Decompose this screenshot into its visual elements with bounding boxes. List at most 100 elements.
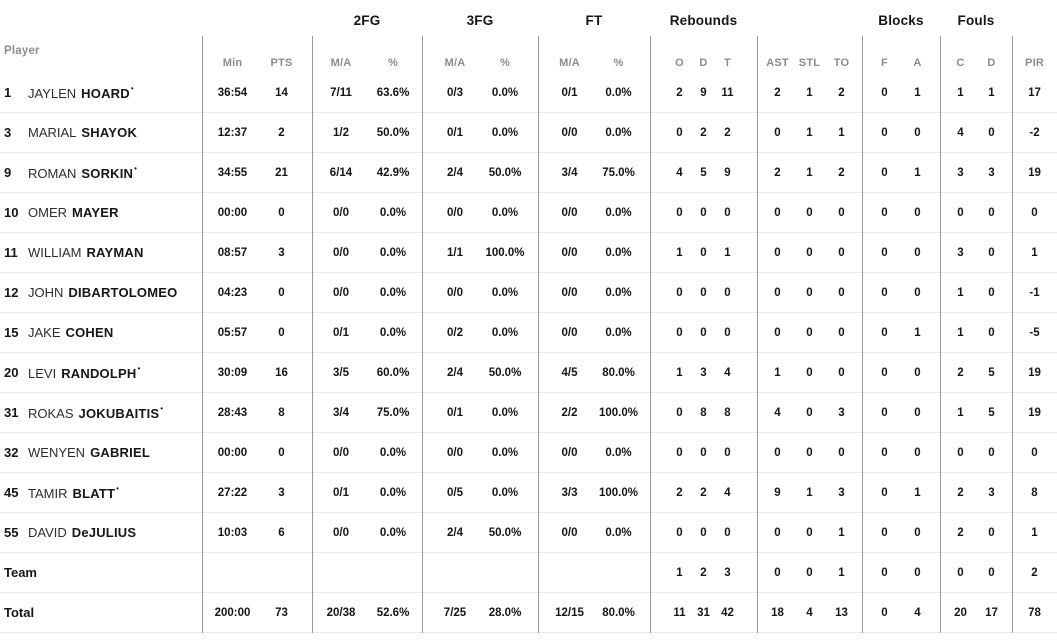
stat-group: 0/0 0.0% [538, 193, 650, 232]
stat-group: 0/1 0.0% [422, 113, 538, 152]
table-row: 11 WILLIAM RAYMAN 08:57 3 0/0 0.0% 1/1 100.0% 0/0… [0, 233, 1057, 273]
stat-pir: 19 [1028, 406, 1041, 419]
player-number: 32 [4, 445, 19, 460]
stat-foul-c: 0 [957, 566, 964, 579]
stat-group: 30:09 16 [202, 353, 312, 392]
stat-block-a: 0 [914, 446, 921, 459]
player-first-name: DAVID [28, 525, 67, 540]
stat-pir: -2 [1029, 126, 1040, 139]
stat-2fg-ma: 0/0 [333, 206, 349, 219]
stat-block-a: 0 [914, 566, 921, 579]
stat-foul-c: 0 [957, 446, 964, 459]
stat-reb-t: 1 [724, 246, 731, 259]
stat-group: 1 2 3 [650, 553, 757, 592]
player-name[interactable]: JOHN DIBARTOLOMEO [28, 285, 177, 300]
stat-pts: 3 [278, 486, 285, 499]
stat-stl: 0 [806, 526, 813, 539]
stat-3fg-pct: 0.0% [491, 326, 519, 339]
stat-reb-o: 1 [676, 366, 683, 379]
stat-reb-o: 0 [676, 126, 683, 139]
stat-group [202, 553, 312, 592]
stat-foul-d: 0 [988, 526, 995, 539]
stat-3fg-pct: 100.0% [485, 246, 525, 259]
stat-group: -1 [1012, 273, 1057, 312]
stat-ft-pct: 0.0% [605, 86, 632, 99]
stat-stl: 0 [806, 246, 813, 259]
stat-2fg-ma: 0/1 [333, 326, 349, 339]
stat-ft-ma: 4/5 [561, 366, 578, 379]
stat-block-a: 4 [914, 606, 921, 619]
table-header: 2FG 3FG FT Rebounds Blocks Fouls Player … [0, 0, 1057, 73]
stat-2fg-pct: 0.0% [379, 206, 407, 219]
starter-mark: • [137, 364, 141, 373]
stat-ft-pct: 75.0% [602, 166, 635, 179]
stat-reb-d: 5 [700, 166, 707, 179]
stat-group: 05:57 0 [202, 313, 312, 352]
stat-group: 2 1 2 [757, 153, 862, 192]
stat-reb-d: 2 [700, 126, 707, 139]
player-cell: 32 WENYEN GABRIEL [0, 433, 202, 472]
stat-stl: 1 [806, 166, 813, 179]
stat-ast: 0 [774, 566, 781, 579]
stat-to: 0 [838, 246, 845, 259]
stat-pts: 21 [275, 166, 288, 179]
player-name[interactable]: WILLIAM RAYMAN [28, 245, 144, 260]
stat-ft-pct: 100.0% [598, 486, 638, 499]
stat-min: 00:00 [217, 446, 248, 459]
player-name[interactable]: MARIAL SHAYOK [28, 125, 137, 140]
player-first-name: ROKAS [28, 406, 74, 421]
table-row: 10 OMER MAYER 00:00 0 0/0 0.0% 0/0 0.0% 0/0 0.0% 0 0… [0, 193, 1057, 233]
player-name[interactable]: JAKE COHEN [28, 325, 113, 340]
player-first-name: WILLIAM [28, 245, 82, 260]
stat-ast: 4 [774, 406, 781, 419]
stat-block-a: 1 [914, 166, 921, 179]
stat-group: 1 [1012, 233, 1057, 272]
player-name[interactable]: OMER MAYER [28, 205, 119, 220]
stat-2fg-pct: 0.0% [379, 286, 407, 299]
stat-foul-d: 0 [988, 446, 995, 459]
player-name[interactable]: ROKAS JOKUBAITIS• [28, 404, 163, 421]
stat-3fg-pct: 0.0% [491, 126, 519, 139]
player-name[interactable]: WENYEN GABRIEL [28, 445, 150, 460]
stat-reb-t: 11 [721, 86, 734, 99]
stat-3fg-pct: 0.0% [491, 446, 519, 459]
column-divider [940, 36, 941, 633]
column-divider [202, 36, 203, 633]
stat-block-a: 0 [914, 526, 921, 539]
stat-group: 04:23 0 [202, 273, 312, 312]
player-cell: Team [0, 553, 202, 592]
stat-3fg-pct: 0.0% [491, 406, 519, 419]
stat-ast: 2 [774, 86, 781, 99]
player-name[interactable]: JAYLEN HOARD• [28, 84, 134, 101]
stat-group: 0 0 0 [757, 273, 862, 312]
player-name[interactable]: DAVID DeJULIUS [28, 525, 136, 540]
stat-group: 0 8 8 [650, 393, 757, 432]
stat-stl: 0 [806, 206, 813, 219]
table-row: 31 ROKAS JOKUBAITIS• 28:43 8 3/4 75.0% 0/1 0.0% 2… [0, 393, 1057, 433]
player-number: 12 [4, 285, 19, 300]
player-name[interactable]: TAMIR BLATT• [28, 484, 119, 501]
stat-group [312, 553, 422, 592]
stat-foul-d: 17 [985, 606, 998, 619]
player-cell: Total [0, 593, 202, 632]
player-number: 31 [4, 405, 19, 420]
stat-group: 0/1 0.0% [422, 393, 538, 432]
stat-group: 2/2 100.0% [538, 393, 650, 432]
player-name[interactable]: ROMAN SORKIN• [28, 164, 137, 181]
player-cell: 31 ROKAS JOKUBAITIS• [0, 393, 202, 432]
stat-block-a: 1 [914, 86, 921, 99]
stat-2fg-pct: 0.0% [379, 486, 407, 499]
stat-foul-c: 3 [957, 166, 964, 179]
stat-group: 3/4 75.0% [538, 153, 650, 192]
stat-foul-d: 0 [988, 126, 995, 139]
table-body: 1 JAYLEN HOARD• 36:54 14 7/11 63.6% 0/3 0.0% 0/1 0… [0, 73, 1057, 633]
stat-block-a: 0 [914, 246, 921, 259]
player-name[interactable]: LEVI RANDOLPH• [28, 364, 140, 381]
stat-reb-d: 2 [700, 566, 707, 579]
stat-to: 0 [838, 206, 845, 219]
